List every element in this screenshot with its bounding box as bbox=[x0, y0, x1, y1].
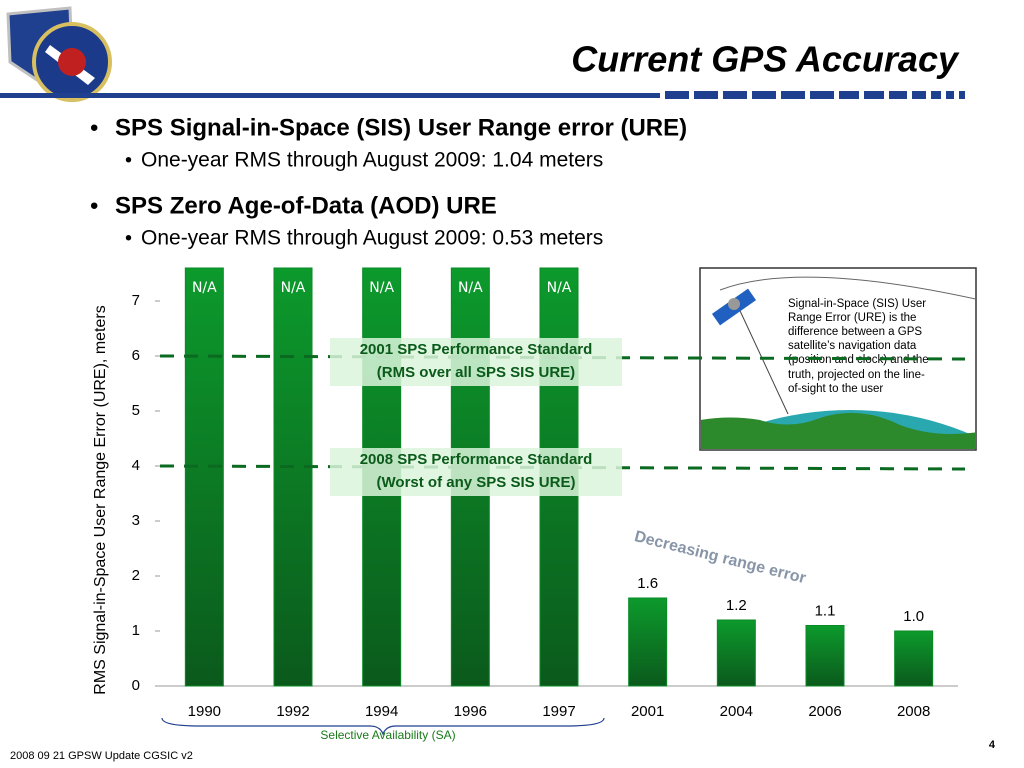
bullet-dot: • bbox=[90, 114, 98, 141]
bracket bbox=[161, 717, 605, 736]
reference-label: 2008 SPS Performance Standard bbox=[360, 451, 593, 468]
value-label: N/A bbox=[458, 280, 483, 296]
bullet: SPS Zero Age-of-Data (AOD) URE bbox=[115, 192, 497, 219]
value-label: 1.6 bbox=[637, 575, 658, 592]
page-number: 4 bbox=[989, 739, 996, 751]
bar bbox=[716, 619, 756, 687]
bar bbox=[628, 597, 668, 687]
inset: Signal-in-Space (SIS) User Range Error (… bbox=[699, 267, 977, 451]
x-tick-label: 1992 bbox=[276, 703, 309, 720]
bracket-label: Selective Availability (SA) bbox=[320, 728, 455, 742]
inset-text: Range Error (URE) is the bbox=[788, 312, 916, 324]
value-label: 1.1 bbox=[815, 602, 836, 619]
y-tick-label: 1 bbox=[132, 622, 140, 639]
bullet: SPS Signal-in-Space (SIS) User Range err… bbox=[115, 114, 687, 141]
x-tick-label: 1990 bbox=[188, 703, 221, 720]
x-tick-label: 1994 bbox=[365, 703, 398, 720]
bar bbox=[805, 625, 845, 687]
logo bbox=[6, 6, 112, 102]
inset-text: difference between a GPS bbox=[788, 326, 922, 338]
reference-label-bg bbox=[330, 448, 622, 496]
x-tick-label: 2006 bbox=[808, 703, 841, 720]
y-tick-label: 5 bbox=[132, 402, 140, 419]
value-label: N/A bbox=[369, 280, 394, 296]
value-label: 1.2 bbox=[726, 597, 747, 614]
reference-label-bg bbox=[330, 338, 622, 386]
y-tick-label: 3 bbox=[132, 512, 140, 529]
sub-bullet: One-year RMS through August 2009: 0.53 m… bbox=[141, 227, 603, 250]
y-tick-label: 7 bbox=[132, 292, 140, 309]
y-tick-label: 2 bbox=[132, 567, 140, 584]
bar bbox=[273, 267, 313, 687]
value-label: N/A bbox=[192, 280, 217, 296]
bullet-dot: • bbox=[90, 192, 98, 219]
x-tick-label: 1996 bbox=[454, 703, 487, 720]
reference-label: 2001 SPS Performance Standard bbox=[360, 341, 593, 358]
value-label: 1.0 bbox=[903, 608, 924, 625]
inset-text: satellite’s navigation data bbox=[788, 340, 917, 352]
inset-text: truth, projected on the line- bbox=[788, 369, 925, 381]
header-rule bbox=[0, 91, 965, 99]
x-tick-label: 2008 bbox=[897, 703, 930, 720]
x-tick-label: 1997 bbox=[542, 703, 575, 720]
reference-label: (RMS over all SPS SIS URE) bbox=[377, 364, 575, 381]
bar bbox=[894, 630, 934, 687]
value-label: N/A bbox=[281, 280, 306, 296]
inset-text: of-sight to the user bbox=[788, 383, 883, 395]
sub-bullet-dot: • bbox=[125, 227, 132, 249]
y-tick-label: 6 bbox=[132, 347, 140, 364]
x-tick-label: 2004 bbox=[720, 703, 753, 720]
annotation: Decreasing range error bbox=[633, 528, 808, 587]
y-tick-label: 4 bbox=[132, 457, 140, 474]
sub-bullet-dot: • bbox=[125, 149, 132, 171]
y-tick-label: 0 bbox=[132, 677, 140, 694]
y-axis-label: RMS Signal-in-Space User Range Error (UR… bbox=[92, 305, 109, 694]
reference-label: (Worst of any SPS SIS URE) bbox=[377, 474, 576, 491]
inset-text: Signal-in-Space (SIS) User bbox=[788, 298, 926, 310]
bar bbox=[184, 267, 224, 687]
x-tick-label: 2001 bbox=[631, 703, 664, 720]
slide-title: Current GPS Accuracy bbox=[571, 39, 960, 80]
value-label: N/A bbox=[547, 280, 572, 296]
footer: 2008 09 21 GPSW Update CGSIC v2 bbox=[10, 750, 193, 762]
sub-bullet: One-year RMS through August 2009: 1.04 m… bbox=[141, 149, 603, 172]
